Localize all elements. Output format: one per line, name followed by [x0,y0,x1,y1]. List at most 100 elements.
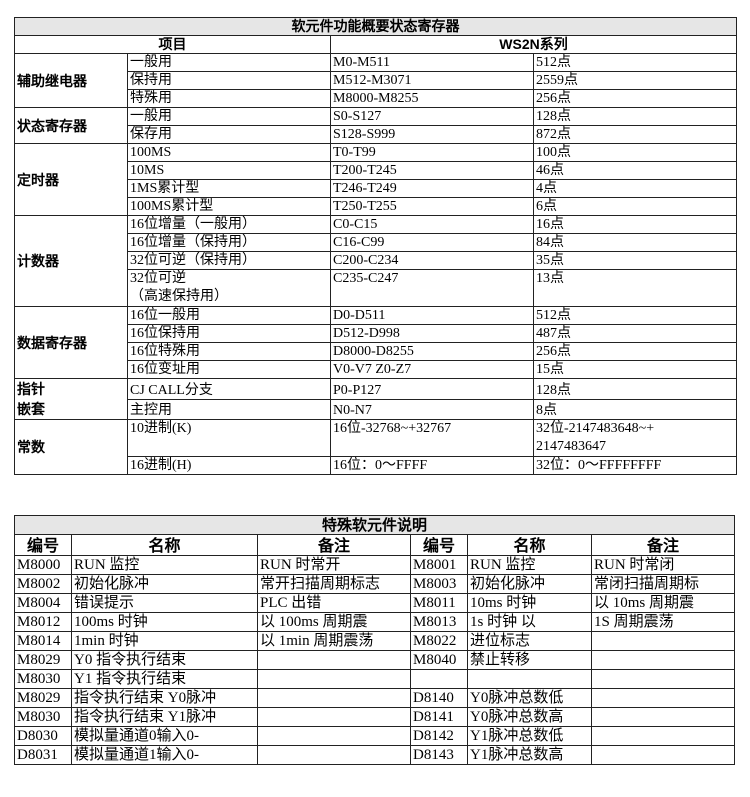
table-row: 16位变址用 V0-V7 Z0-Z7 15点 [15,360,737,379]
table-row: M8000 RUN 监控 RUN 时常开 M8001 RUN 监控 RUN 时常闭 [14,555,736,575]
cell-name: 100MS累计型 [127,197,331,216]
cell-code [410,669,468,689]
cell-count: 84点 [533,233,737,252]
table-row: M8030 指令执行结束 Y1脉冲 D8141 Y0脉冲总数高 [14,707,736,727]
cell-code: M8000 [14,555,72,575]
cell-note: 以 100ms 周期震 [257,612,411,632]
cell-count: 512点 [533,306,737,325]
cell-name: 初始化脉冲 [467,574,592,594]
cell-note: RUN 时常开 [257,555,411,575]
cell-name: 32位可逆（保持用） [127,251,331,270]
cell-note [257,726,411,746]
cell-code: D8031 [14,745,72,765]
cell-code: M8012 [14,612,72,632]
cell-name: 保存用 [127,125,331,144]
table-row: M8002 初始化脉冲 常开扫描周期标志 M8003 初始化脉冲 常闭扫描周期标 [14,574,736,594]
cell-range: D0-D511 [330,306,534,325]
group-label: 辅助继电器 [14,53,128,108]
special-element-table: 特殊软元件说明 编号 名称 备注 编号 名称 备注 M8000 RUN 监控 RUN 时常开 M… [13,515,736,765]
cell-code: M8030 [14,707,72,727]
cell-name: 保持用 [127,71,331,90]
cell-name: 错误提示 [71,593,258,613]
cell-code: M8014 [14,631,72,651]
cell-name: 指令执行结束 Y0脉冲 [71,688,258,708]
table-row: 常数 10进制(K) 16位-32768~+32767 32位-2147483648~… [14,419,737,475]
column-header: 备注 [590,534,736,556]
cell-code: D8030 [14,726,72,746]
cell-name: 1MS累计型 [127,179,331,198]
cell-count: 46点 [533,161,737,180]
cell-name: 16进制(H) [127,456,331,475]
group-label: 计数器 [14,215,128,307]
cell-note: 以 10ms 周期震 [590,593,736,613]
cell-name: 16位保持用 [127,324,331,343]
cell-code: M8002 [14,574,72,594]
table-row: 32位可逆（保持用） C200-C234 35点 [15,251,737,270]
cell-name: 禁止转移 [467,650,592,670]
cell-code: M8004 [14,593,72,613]
cell-name: Y1脉冲总数低 [467,726,592,746]
cell-count: 4点 [533,179,737,198]
cell-name [467,669,592,689]
cell-name: Y0脉冲总数高 [467,707,592,727]
soft-element-overview-table: 软元件功能概要状态寄存器 项目 WS2N系列 辅助继电器 一般用 M0-M511 51… [14,17,737,475]
cell-note: 以 1min 周期震荡 [257,631,411,651]
cell-name: 10进制(K) [127,419,331,457]
cell-name: 特殊用 [127,89,331,108]
column-header: 编号 [410,534,468,556]
table-row: D8031 模拟量通道1输入0- D8143 Y1脉冲总数高 [14,745,736,765]
cell-name: 16位一般用 [127,306,331,325]
table-row: M8004 错误提示 PLC 出错 M8011 10ms 时钟以 10ms 周期震 [14,593,736,613]
cell-note: 1S 周期震荡 [590,612,736,632]
cell-code: D8143 [410,745,468,765]
cell-name: Y1脉冲总数高 [467,745,592,765]
group-label: 定时器 [14,143,128,216]
table-title-row: 软元件功能概要状态寄存器 [14,17,737,36]
cell-code: M8013 [410,612,468,632]
cell-note [590,650,736,670]
cell-count: 128点 [533,107,737,126]
table-title: 软元件功能概要状态寄存器 [14,17,737,36]
cell-note [257,707,411,727]
header-series: WS2N系列 [330,35,737,54]
cell-code: M8040 [410,650,468,670]
cell-note: RUN 时常闭 [590,555,736,575]
header-item: 项目 [14,35,331,54]
group-label: 常数 [14,419,128,475]
table-row: 计数器 16位增量（一般用） C0-C15 16点 [14,215,737,307]
table-title-row: 特殊软元件说明 [13,515,736,535]
cell-note [257,688,411,708]
cell-range: T200-T245 [330,161,534,180]
group-label: 指针 嵌套 [14,378,128,420]
cell-name: 16位增量（一般用） [127,215,331,234]
cell-note [257,669,411,689]
table-row: 状态寄存器 一般用 S0-S127 128点 [14,107,737,144]
cell-count: 35点 [533,251,737,270]
cell-name: 一般用 [127,53,331,72]
table-row: 32位可逆 （高速保持用） C235-C247 13点 [15,269,737,307]
cell-range: T250-T255 [330,197,534,216]
table-header-row: 编号 名称 备注 编号 名称 备注 [14,534,736,556]
cell-name: Y0脉冲总数低 [467,688,592,708]
cell-range: 16位-32768~+32767 [330,419,534,457]
cell-note [590,688,736,708]
cell-code: M8029 [14,688,72,708]
table-row: 特殊用 M8000-M8255 256点 [15,89,737,108]
column-header: 名称 [467,534,592,556]
cell-count: 100点 [533,143,737,162]
cell-name: 主控用 [127,398,331,420]
table-row: M8012 100ms 时钟以 100ms 周期震 M8013 1s 时钟 以 1S 周… [14,612,736,632]
group-label: 状态寄存器 [14,107,128,144]
cell-count: 6点 [533,197,737,216]
cell-range: V0-V7 Z0-Z7 [330,360,534,379]
cell-code: D8142 [410,726,468,746]
table-row: 辅助继电器 一般用 M0-M511 512点 [14,53,737,108]
cell-name: 模拟量通道0输入0- [71,726,258,746]
cell-count: 512点 [533,53,737,72]
cell-range: D8000-D8255 [330,342,534,361]
cell-count: 8点 [533,398,737,420]
column-header: 备注 [257,534,411,556]
cell-name: 32位可逆 （高速保持用） [127,269,331,307]
cell-count: 32位：0～FFFFFFFF [533,456,737,475]
cell-name: 10ms 时钟 [467,593,592,613]
